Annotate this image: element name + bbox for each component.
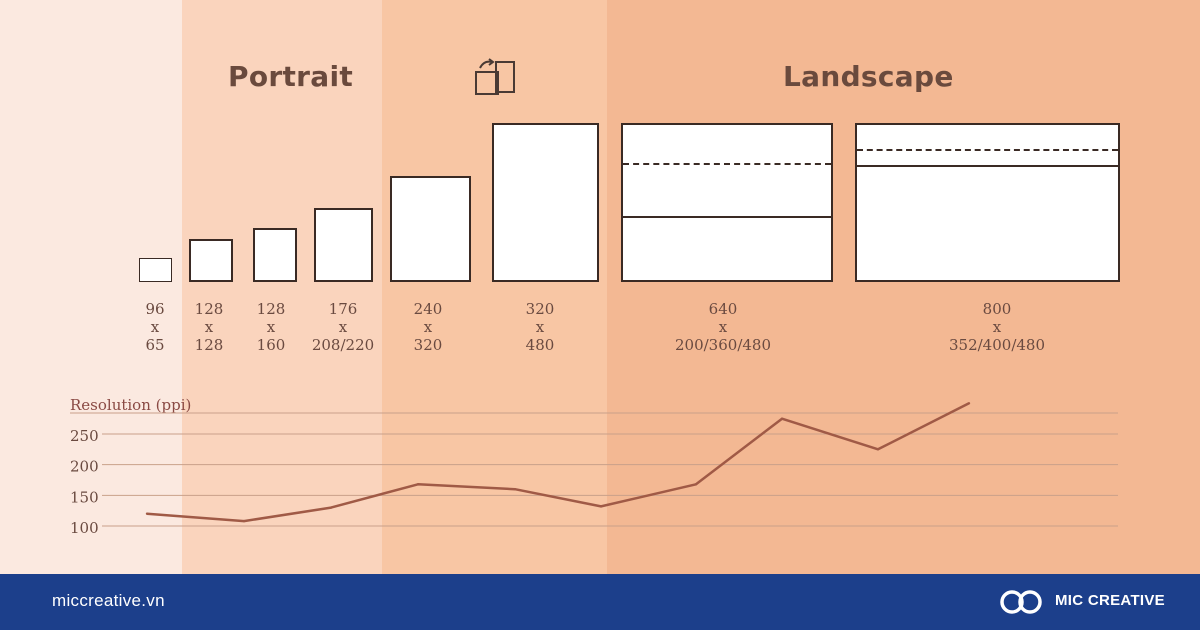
rotate-orientation-icon (475, 58, 515, 95)
resolution-series-line (146, 402, 970, 523)
background-band-2 (182, 0, 382, 574)
screen-640x480 (621, 123, 833, 282)
data-point (145, 512, 149, 515)
screen-240x320 (390, 176, 471, 282)
screen-128x128 (189, 239, 233, 282)
landscape-heading: Landscape (783, 60, 954, 93)
background-band-3 (382, 0, 607, 574)
screen-dims-label: 176 x 208/220 (311, 300, 375, 354)
y-tick-label: 150 (70, 488, 99, 506)
background-band-1 (0, 0, 182, 574)
data-point (599, 505, 603, 508)
y-tick-label: 250 (70, 427, 99, 445)
screen-dims-label: 128 x 160 (256, 300, 286, 354)
data-point (329, 506, 333, 509)
footer-bar: miccreative.vn MIC CREATIVE (0, 574, 1200, 630)
mic-creative-logo-icon (1000, 590, 1042, 614)
data-point (780, 417, 784, 420)
data-point (242, 519, 246, 523)
screen-dims-label: 128 x 128 (194, 300, 224, 354)
data-point (416, 483, 420, 486)
data-point (876, 448, 880, 451)
data-point (694, 483, 698, 486)
screen-dims-label: 800 x 352/400/480 (949, 300, 1045, 354)
screen-96x65 (139, 258, 172, 282)
y-tick-label: 200 (70, 458, 99, 476)
website-link[interactable]: miccreative.vn (52, 591, 165, 610)
screen-dims-label: 96 x 65 (145, 300, 165, 354)
brand-name: MIC CREATIVE (1055, 592, 1165, 609)
screen-800x480 (855, 123, 1120, 282)
data-point (967, 402, 971, 405)
screen-128x160 (253, 228, 297, 282)
resolution-line-chart: Resolution (ppi) 100 150 200 250 (70, 396, 1118, 537)
portrait-heading: Portrait (228, 60, 354, 93)
screen-dims-label: 320 x 480 (525, 300, 555, 354)
y-axis-label: Resolution (ppi) (70, 396, 191, 414)
screen-dims-label: 640 x 200/360/480 (675, 300, 771, 354)
screen-dims-label: 240 x 320 (413, 300, 443, 354)
screen-176x220 (314, 208, 373, 282)
y-tick-label: 100 (70, 519, 99, 537)
screen-320x480 (492, 123, 599, 282)
data-point (513, 488, 517, 491)
